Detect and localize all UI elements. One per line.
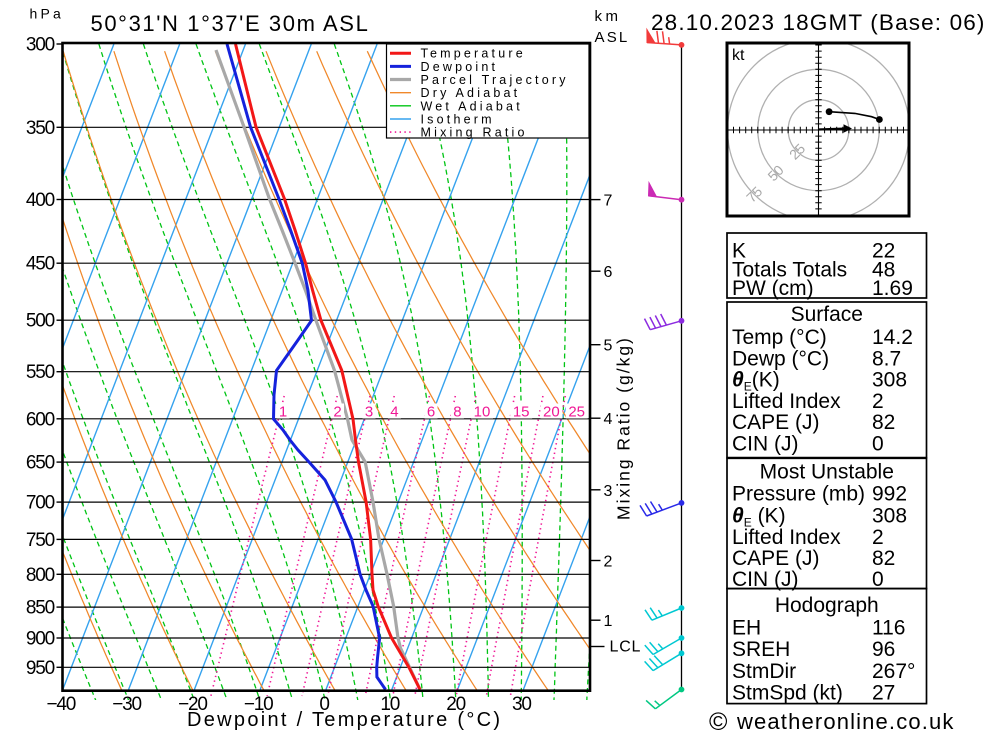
svg-text:Isotherm: Isotherm	[421, 113, 495, 127]
svg-text:82: 82	[872, 547, 895, 570]
svg-text:28.10.2023 18GMT (Base: 06): 28.10.2023 18GMT (Base: 06)	[651, 10, 986, 35]
svg-text:4: 4	[390, 404, 398, 421]
svg-text:hPa: hPa	[30, 6, 65, 22]
svg-text:700: 700	[26, 493, 55, 514]
svg-text:14.2: 14.2	[872, 326, 913, 349]
svg-text:Temperature: Temperature	[421, 47, 526, 61]
svg-text:Dry Adiabat: Dry Adiabat	[421, 86, 521, 100]
svg-text:1: 1	[604, 613, 613, 630]
svg-text:4: 4	[604, 411, 613, 428]
svg-text:θE (K): θE (K)	[732, 505, 786, 530]
svg-text:ASL: ASL	[595, 29, 630, 46]
svg-text:2: 2	[333, 404, 341, 421]
svg-text:400: 400	[26, 190, 55, 211]
svg-text:2: 2	[604, 554, 613, 571]
svg-text:CIN (J): CIN (J)	[732, 568, 799, 591]
svg-text:Dewpoint / Temperature (°C): Dewpoint / Temperature (°C)	[187, 709, 502, 731]
svg-text:48: 48	[872, 259, 895, 282]
svg-text:−10: −10	[244, 694, 273, 715]
svg-text:SREH: SREH	[732, 638, 790, 661]
svg-text:Most Unstable: Most Unstable	[760, 461, 894, 484]
svg-text:750: 750	[26, 530, 55, 551]
svg-text:−40: −40	[46, 694, 75, 715]
svg-text:Temp (°C): Temp (°C)	[732, 326, 827, 349]
svg-text:K: K	[732, 240, 746, 263]
svg-text:6: 6	[604, 264, 613, 281]
svg-text:300: 300	[26, 35, 55, 56]
svg-text:Lifted Index: Lifted Index	[732, 390, 841, 413]
svg-text:3: 3	[604, 483, 613, 500]
svg-text:82: 82	[872, 411, 895, 434]
svg-text:Hodograph: Hodograph	[775, 594, 879, 617]
svg-text:20: 20	[446, 694, 465, 715]
svg-text:Pressure (mb): Pressure (mb)	[732, 483, 865, 506]
svg-text:Surface: Surface	[791, 303, 863, 326]
svg-text:650: 650	[26, 453, 55, 474]
svg-text:500: 500	[26, 311, 55, 332]
svg-text:800: 800	[26, 565, 55, 586]
svg-text:0: 0	[872, 568, 884, 591]
svg-text:96: 96	[872, 638, 895, 661]
svg-text:EH: EH	[732, 617, 761, 640]
svg-text:992: 992	[872, 483, 907, 506]
svg-text:2: 2	[872, 390, 884, 413]
svg-text:2: 2	[872, 526, 884, 549]
svg-text:450: 450	[26, 254, 55, 275]
svg-text:267°: 267°	[872, 660, 915, 683]
svg-text:LCL: LCL	[610, 639, 642, 656]
svg-text:15: 15	[513, 404, 530, 421]
svg-text:−30: −30	[112, 694, 141, 715]
svg-text:PW (cm): PW (cm)	[732, 277, 814, 300]
svg-text:600: 600	[26, 409, 55, 430]
svg-text:kt: kt	[732, 47, 745, 64]
svg-text:3: 3	[365, 404, 373, 421]
svg-text:308: 308	[872, 369, 907, 392]
svg-text:27: 27	[872, 681, 895, 704]
svg-text:350: 350	[26, 118, 55, 139]
svg-text:5: 5	[604, 338, 613, 355]
svg-text:©: ©	[709, 708, 728, 733]
svg-text:550: 550	[26, 362, 55, 383]
svg-text:8.7: 8.7	[872, 347, 901, 370]
svg-text:Wet Adiabat: Wet Adiabat	[421, 99, 523, 113]
svg-text:0: 0	[319, 694, 329, 715]
svg-text:950: 950	[26, 658, 55, 679]
svg-text:Mixing Ratio (g/kg): Mixing Ratio (g/kg)	[614, 336, 634, 520]
svg-text:StmSpd (kt): StmSpd (kt)	[732, 681, 843, 704]
svg-text:6: 6	[427, 404, 435, 421]
svg-text:Totals Totals: Totals Totals	[732, 259, 847, 282]
svg-text:308: 308	[872, 505, 907, 528]
svg-text:22: 22	[872, 240, 895, 263]
svg-text:50°31'N 1°37'E 30m ASL: 50°31'N 1°37'E 30m ASL	[91, 11, 370, 36]
svg-text:20: 20	[543, 404, 560, 421]
svg-text:Dewpoint: Dewpoint	[421, 60, 499, 74]
svg-text:10: 10	[474, 404, 491, 421]
svg-text:1: 1	[279, 404, 287, 421]
svg-text:Mixing Ratio: Mixing Ratio	[421, 126, 528, 140]
svg-text:Dewp (°C): Dewp (°C)	[732, 347, 829, 370]
svg-text:8: 8	[453, 404, 461, 421]
svg-text:850: 850	[26, 598, 55, 619]
svg-text:CAPE (J): CAPE (J)	[732, 411, 820, 434]
svg-text:10: 10	[380, 694, 399, 715]
svg-text:0: 0	[872, 433, 884, 456]
svg-text:7: 7	[604, 193, 613, 210]
svg-text:−20: −20	[178, 694, 207, 715]
svg-text:900: 900	[26, 629, 55, 650]
svg-text:116: 116	[872, 617, 905, 640]
svg-text:θE(K): θE(K)	[732, 369, 780, 394]
svg-text:1.69: 1.69	[872, 277, 913, 300]
svg-text:CIN (J): CIN (J)	[732, 433, 799, 456]
svg-text:25: 25	[568, 404, 585, 421]
svg-text:weatheronline.co.uk: weatheronline.co.uk	[736, 709, 955, 733]
svg-text:StmDir: StmDir	[732, 660, 796, 683]
svg-text:Parcel Trajectory: Parcel Trajectory	[421, 73, 569, 87]
svg-text:30: 30	[512, 694, 531, 715]
svg-text:CAPE (J): CAPE (J)	[732, 547, 820, 570]
svg-text:Lifted Index: Lifted Index	[732, 526, 841, 549]
svg-text:km: km	[595, 8, 622, 25]
